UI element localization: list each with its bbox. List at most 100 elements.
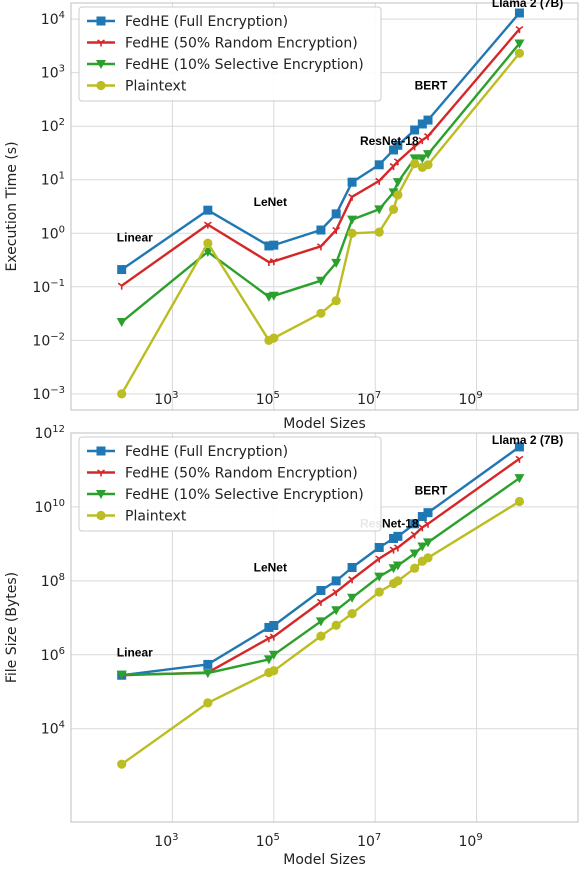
data-point — [116, 318, 127, 328]
data-point — [269, 633, 278, 641]
data-point — [269, 258, 278, 266]
data-point — [203, 238, 213, 248]
series-2 — [117, 25, 524, 290]
data-point — [515, 455, 524, 463]
data-point — [117, 282, 126, 290]
data-point — [347, 609, 357, 619]
legend-entry: FedHE (10% Selective Encryption) — [125, 487, 364, 503]
model-annotation: Llama 2 (7B) — [492, 0, 563, 10]
series-3 — [116, 39, 525, 328]
data-point — [515, 25, 524, 34]
model-annotation: Linear — [117, 645, 153, 659]
data-point — [331, 296, 341, 306]
data-point — [202, 669, 213, 679]
x-tick-label: 105 — [256, 832, 280, 850]
data-point — [409, 549, 420, 559]
x-axis-label: Model Sizes — [283, 416, 366, 432]
y-tick-label: 101 — [41, 171, 65, 189]
data-point — [117, 389, 127, 399]
data-point — [316, 243, 325, 251]
data-point — [417, 512, 427, 522]
data-point — [423, 115, 433, 125]
legend-entry: FedHE (Full Encryption) — [125, 444, 288, 460]
series-line — [120, 52, 521, 395]
data-point — [269, 666, 279, 676]
data-point — [389, 546, 398, 554]
y-tick-label: 104 — [41, 10, 65, 28]
data-point — [410, 159, 420, 169]
data-point — [393, 576, 403, 586]
data-point — [417, 542, 428, 552]
data-point — [374, 587, 384, 597]
data-point — [332, 588, 341, 596]
x-tick-label: 103 — [154, 832, 178, 850]
data-point — [316, 225, 326, 235]
model-annotation: Linear — [117, 231, 153, 245]
data-point — [410, 519, 420, 529]
data-point — [424, 520, 432, 528]
legend-entry: FedHE (50% Random Encryption) — [125, 36, 358, 52]
y-tick-label: 106 — [41, 646, 65, 664]
data-point — [514, 8, 524, 18]
data-point — [393, 544, 402, 552]
data-point — [315, 276, 326, 286]
data-point — [117, 759, 127, 769]
data-point — [316, 598, 325, 606]
data-point — [331, 209, 341, 219]
data-point — [389, 145, 399, 155]
data-point — [347, 177, 357, 187]
series-4 — [117, 48, 525, 399]
data-point — [347, 562, 357, 572]
chart-panel-1: 103 105 107 109 10−3 10−2 10−1 100 101 102 103 104 M… — [4, 0, 579, 432]
data-point — [374, 205, 385, 215]
data-point — [331, 606, 342, 616]
legend-box — [78, 436, 382, 532]
data-point — [264, 241, 274, 251]
data-point — [374, 227, 384, 237]
data-point — [374, 160, 384, 170]
legend-swatch-marker — [96, 510, 106, 521]
model-annotation: Llama 2 (7B) — [492, 433, 563, 447]
y-tick-label: 1010 — [34, 498, 65, 516]
y-axis-label: File Size (Bytes) — [4, 572, 20, 683]
legend-swatch-marker — [96, 16, 106, 26]
data-point — [316, 585, 326, 595]
data-point — [423, 160, 433, 170]
data-point — [392, 178, 403, 188]
y-tick-label: 1012 — [34, 424, 65, 442]
data-point — [331, 576, 341, 586]
data-point — [374, 542, 384, 552]
data-point — [393, 140, 403, 150]
series-2 — [117, 455, 524, 680]
chart-panel-2: 103 105 107 109 104 106 108 1010 1012 Model Sizes… — [4, 424, 579, 868]
x-axis-label: Model Sizes — [283, 852, 366, 868]
series-1 — [117, 442, 524, 680]
legend-swatch-marker — [96, 446, 106, 456]
data-point — [116, 670, 127, 680]
data-point — [514, 48, 525, 58]
data-point — [316, 631, 326, 641]
y-tick-label: 10−1 — [32, 278, 65, 296]
x-tick-label: 103 — [154, 390, 178, 408]
data-point — [388, 204, 399, 214]
data-point — [393, 531, 403, 541]
legend-swatch-marker — [97, 39, 105, 47]
x-tick-label: 105 — [256, 390, 280, 408]
legend-box — [78, 6, 382, 102]
legend-swatch-marker — [96, 80, 106, 91]
data-point — [410, 143, 419, 151]
model-annotation: BERT — [415, 79, 448, 93]
legend-entry: FedHE (50% Random Encryption) — [125, 466, 358, 482]
series-4 — [117, 496, 525, 769]
data-point — [202, 247, 213, 257]
legend-swatch-marker — [96, 60, 106, 69]
data-point — [393, 190, 403, 200]
data-point — [268, 650, 279, 660]
model-annotation: LeNet — [254, 560, 287, 574]
data-point — [418, 136, 427, 145]
data-point — [423, 553, 433, 563]
legend-entry: FedHE (Full Encryption) — [125, 14, 288, 30]
legend-entry: Plaintext — [125, 509, 187, 525]
y-tick-label: 103 — [41, 64, 65, 82]
